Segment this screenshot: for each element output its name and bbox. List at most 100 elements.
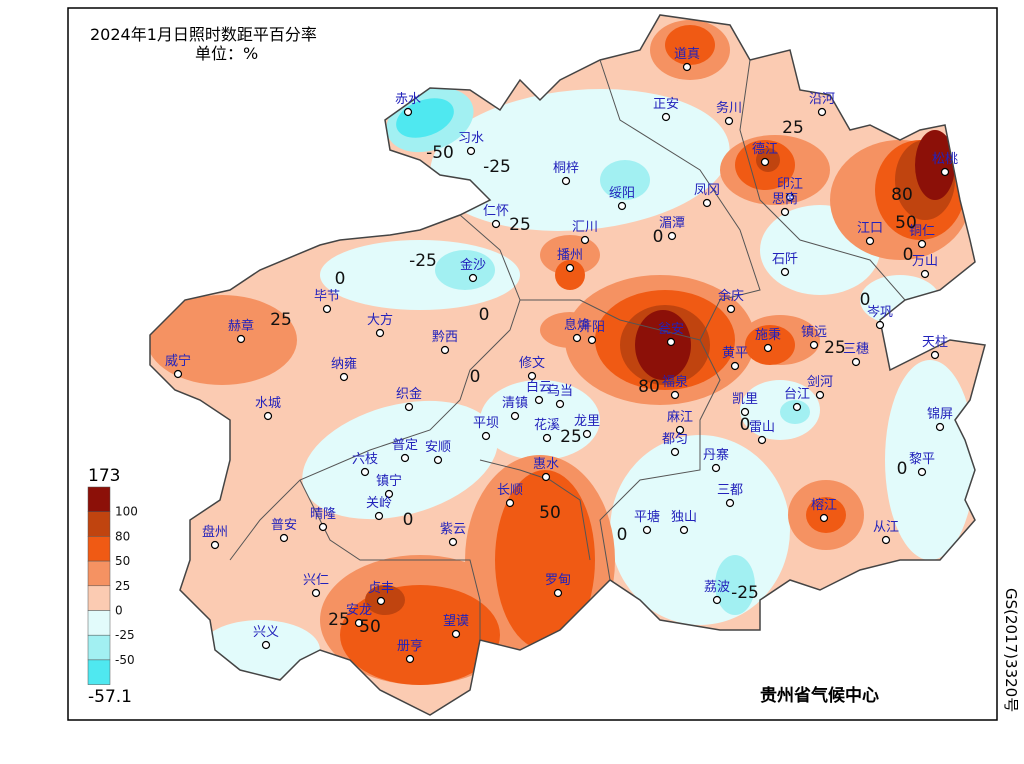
station-dot	[322, 304, 332, 314]
station-name: 汇川	[572, 220, 598, 235]
contour-label: 0	[897, 459, 908, 479]
legend-label: 25	[115, 579, 130, 593]
approval-number: GS(2017)3320号	[1002, 588, 1020, 712]
shade-zone	[715, 555, 755, 615]
station-name: 盘州	[202, 524, 228, 540]
station-name: 花溪	[534, 417, 560, 433]
station-dot	[730, 361, 740, 371]
station-dot	[404, 402, 414, 412]
legend-label: -25	[115, 628, 135, 642]
station-name: 播州	[557, 248, 583, 263]
legend-swatch	[87, 511, 111, 537]
station-dot	[785, 192, 795, 202]
shade-zone	[540, 235, 600, 275]
contour-label: 50	[539, 503, 561, 523]
station-name: 乌当	[547, 383, 573, 399]
station-name: 铜仁	[909, 224, 935, 239]
station-dot	[400, 453, 410, 463]
station-dot	[279, 533, 289, 543]
station-dot	[815, 390, 825, 400]
station-name: 六枝	[352, 452, 378, 467]
station-dot	[376, 596, 386, 606]
station-name: 赫章	[228, 318, 254, 334]
station-name: 湄潭	[659, 216, 685, 231]
station-name: 松桃	[932, 152, 958, 167]
station-dot	[865, 236, 875, 246]
contour-label: -25	[409, 251, 437, 271]
station-dot	[702, 198, 712, 208]
shade-zone	[540, 312, 600, 348]
station-name: 镇远	[801, 325, 827, 340]
station-dot	[725, 498, 735, 508]
contour-label: 25	[782, 118, 804, 138]
station-dot	[642, 525, 652, 535]
station-name: 惠水	[533, 457, 559, 472]
station-name: 白云	[526, 379, 552, 395]
station-name: 息烽	[564, 317, 590, 333]
station-name: 紫云	[440, 522, 466, 537]
shade-zone	[365, 585, 405, 615]
station-dot	[555, 399, 565, 409]
station-name: 福泉	[662, 374, 688, 390]
station-dot	[740, 407, 750, 417]
station-name: 清镇	[502, 396, 528, 411]
shade-zone	[885, 360, 975, 560]
station-dot	[757, 435, 767, 445]
station-name: 大方	[367, 312, 393, 328]
station-dot	[711, 463, 721, 473]
shade-zone	[600, 160, 650, 200]
station-dot	[210, 540, 220, 550]
shade-zone	[555, 260, 585, 290]
station-name: 锦屏	[927, 407, 953, 422]
station-dot	[527, 371, 537, 381]
station-dot	[403, 107, 413, 117]
contour-label: 80	[638, 377, 660, 397]
legend-swatch	[87, 585, 111, 611]
station-name: 务川	[716, 100, 742, 116]
station-dot	[780, 267, 790, 277]
station-dot	[763, 343, 773, 353]
station-dot	[724, 116, 734, 126]
station-dot	[582, 429, 592, 439]
station-name: 晴隆	[310, 507, 336, 522]
station-name: 镇宁	[376, 473, 402, 489]
station-dot	[542, 433, 552, 443]
station-dot	[384, 489, 394, 499]
station-name: 黔西	[432, 330, 458, 345]
station-dot	[920, 269, 930, 279]
station-name: 兴仁	[303, 573, 329, 588]
station-dot	[670, 447, 680, 457]
station-name: 金沙	[460, 257, 486, 273]
station-name: 贞丰	[368, 581, 394, 596]
legend-swatch	[87, 659, 111, 685]
station-name: 沿河	[809, 92, 835, 107]
station-name: 正安	[653, 97, 679, 112]
contour-label: 50	[895, 213, 917, 233]
station-name: 长顺	[497, 483, 523, 498]
station-name: 思南	[772, 191, 798, 207]
station-name: 黄平	[722, 346, 748, 361]
station-name: 施秉	[755, 327, 781, 343]
station-dot	[617, 201, 627, 211]
shade-zone	[780, 400, 810, 424]
station-name: 关岭	[366, 496, 392, 511]
station-dot	[760, 157, 770, 167]
station-dot	[682, 62, 692, 72]
contour-label: 0	[903, 245, 914, 265]
station-name: 水城	[255, 396, 281, 411]
contour-label: 0	[617, 525, 628, 545]
contour-label: -25	[731, 583, 759, 603]
shade-zone	[665, 25, 715, 65]
station-dot	[261, 640, 271, 650]
station-name: 德江	[752, 142, 778, 157]
shade-zone	[635, 310, 691, 380]
station-dot	[236, 334, 246, 344]
station-dot	[360, 467, 370, 477]
station-dot	[661, 112, 671, 122]
credit: 贵州省气候中心	[760, 685, 879, 706]
shade-zone	[430, 89, 730, 231]
station-dot	[666, 337, 676, 347]
station-name: 普定	[392, 438, 418, 453]
station-dot	[374, 511, 384, 521]
station-name: 毕节	[314, 289, 340, 304]
